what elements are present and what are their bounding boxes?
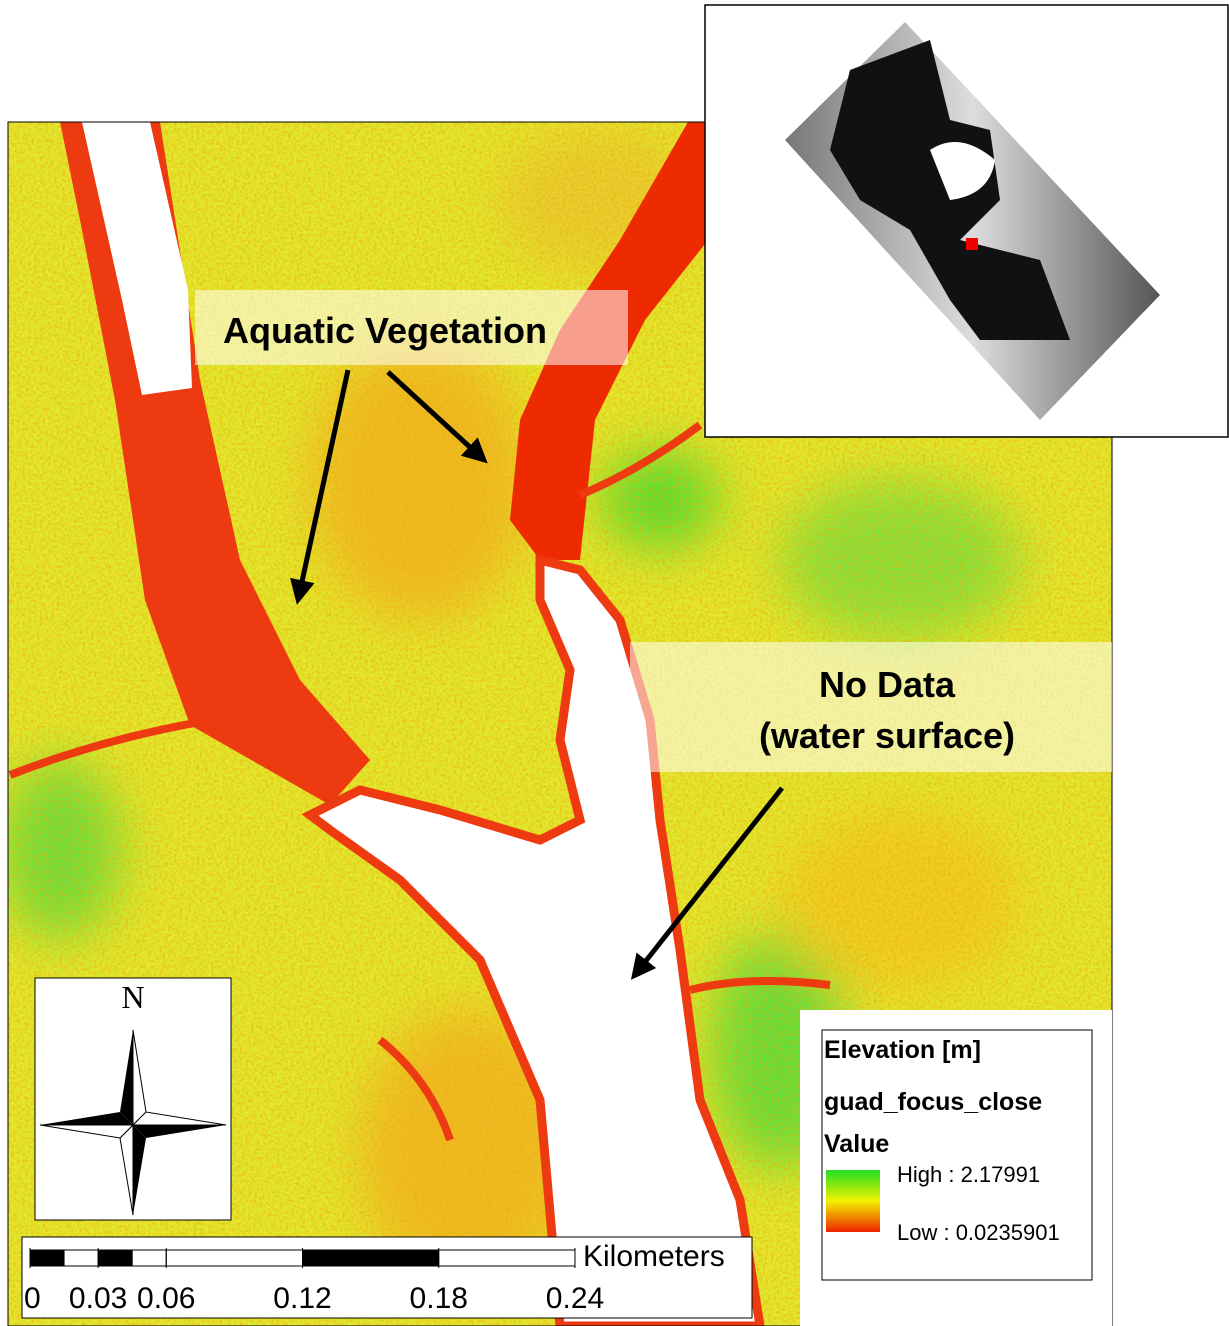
scale-segment <box>166 1250 302 1266</box>
north-label: N <box>121 979 144 1015</box>
scale-tick-label: 0.18 <box>410 1282 468 1315</box>
scale-segment <box>439 1250 575 1266</box>
scale-segment <box>64 1250 98 1266</box>
scale-tick-label: 0.06 <box>137 1282 195 1315</box>
annotation: (water surface) <box>759 715 1015 756</box>
legend: Elevation [m] guad_focus_close Value Hig… <box>800 1010 1112 1326</box>
map-figure: Aquatic Vegetation No Data (water surfac… <box>0 0 1229 1326</box>
annotation: Aquatic Vegetation <box>223 310 547 351</box>
scale-tick-label: 0.03 <box>69 1282 127 1315</box>
scale-segment <box>132 1250 166 1266</box>
scale-tick-label: 0.24 <box>546 1282 604 1315</box>
legend-field: Value <box>824 1130 889 1158</box>
north-arrow: N <box>35 978 231 1220</box>
scale-segment <box>98 1250 132 1266</box>
scale-tick-label: 0.12 <box>273 1282 331 1315</box>
legend-low: Low : 0.0235901 <box>897 1220 1060 1245</box>
annotation: No Data <box>819 664 956 705</box>
scale-segment <box>303 1250 439 1266</box>
legend-layer: guad_focus_close <box>824 1088 1042 1116</box>
scale-unit: Kilometers <box>583 1240 725 1273</box>
locator-inset <box>705 5 1228 437</box>
color-ramp <box>826 1170 880 1232</box>
scale-segment <box>30 1250 64 1266</box>
legend-high: High : 2.17991 <box>897 1162 1040 1187</box>
scale-tick-label: 0 <box>24 1282 41 1315</box>
scale-bar: Kilometers 0 0.03 0.06 0.12 0.18 0.24 <box>22 1237 752 1318</box>
legend-title: Elevation [m] <box>824 1036 981 1064</box>
